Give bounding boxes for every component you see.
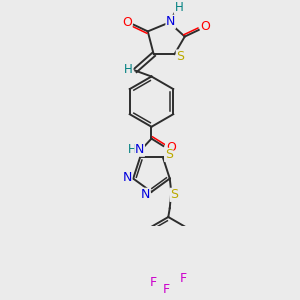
- Text: N: N: [135, 143, 144, 156]
- Text: N: N: [141, 188, 150, 201]
- Text: O: O: [166, 141, 175, 154]
- Text: H: H: [124, 63, 133, 76]
- Text: O: O: [200, 20, 210, 33]
- Text: F: F: [163, 283, 170, 296]
- Text: N: N: [123, 171, 132, 184]
- Text: S: S: [165, 148, 173, 161]
- Text: O: O: [122, 16, 132, 29]
- Text: S: S: [176, 50, 184, 63]
- Text: H: H: [128, 143, 136, 156]
- Text: F: F: [179, 272, 187, 285]
- Text: S: S: [170, 188, 178, 201]
- Text: F: F: [150, 276, 157, 289]
- Text: N: N: [166, 15, 175, 28]
- Text: H: H: [175, 1, 183, 14]
